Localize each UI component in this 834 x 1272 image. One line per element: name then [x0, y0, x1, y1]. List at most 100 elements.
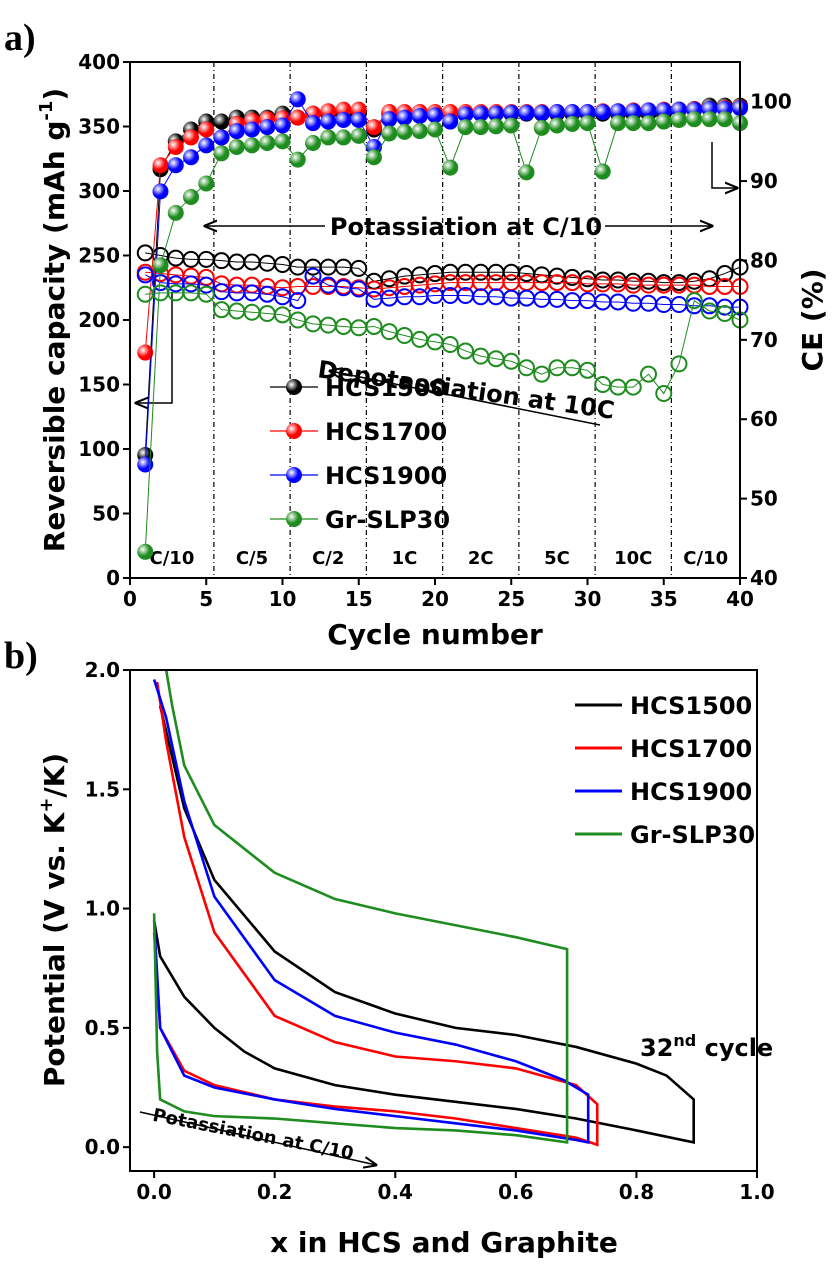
- capacity-marker: [289, 311, 307, 329]
- ce-marker: [152, 257, 169, 274]
- capacity-marker: [518, 359, 535, 377]
- y-tick-label: 400: [78, 50, 120, 74]
- y2-tick-label: 80: [750, 248, 778, 272]
- capacity-marker: [579, 361, 596, 379]
- x-tick-label: 0.6: [498, 1180, 533, 1204]
- ce-marker: [183, 188, 199, 205]
- ce-marker: [472, 119, 489, 136]
- y2-axis-label: CE (%): [796, 268, 829, 371]
- y2-tick-label: 50: [750, 487, 778, 511]
- plot: 0.0 0.2 0.4 0.6 0.8 1.0 0.0 0.5 1.0 1.5 2.0 HCS1500…: [85, 658, 775, 1204]
- x-tick-label: 0.2: [257, 1180, 292, 1204]
- plot-frame: [129, 669, 758, 1172]
- ce-marker: [396, 123, 413, 140]
- x-tick-label: 0.0: [136, 1180, 171, 1204]
- ce-marker: [549, 117, 565, 134]
- x-tick-label: 5: [199, 587, 213, 611]
- annotation: Potassiation at C/10: [330, 213, 602, 241]
- ce-marker: [244, 137, 260, 154]
- region-label: C/10: [150, 548, 195, 569]
- capacity-marker: [136, 244, 154, 262]
- y-tick-label: 50: [92, 502, 120, 526]
- y-axis-label-text: Potential (V vs. K: [38, 811, 71, 1087]
- ce-marker: [594, 163, 611, 180]
- region-label: 1C: [392, 548, 418, 569]
- y-tick-label: 150: [78, 373, 120, 397]
- ce-marker: [289, 91, 306, 108]
- y-axis-label-text: Reversible capacity (mAh g: [38, 121, 71, 553]
- ce-marker: [137, 344, 154, 361]
- ce-marker: [472, 105, 489, 122]
- ce-marker: [503, 104, 520, 121]
- legend-label: HCS1500: [325, 374, 447, 402]
- cycle-number: 32: [640, 1034, 673, 1062]
- capacity-marker: [502, 352, 520, 370]
- capacity-marker: [685, 292, 703, 310]
- capacity-marker: [197, 276, 215, 294]
- ce-marker: [396, 109, 413, 126]
- ce-marker: [198, 137, 215, 154]
- ce-marker: [335, 111, 352, 128]
- ce-marker: [625, 115, 642, 132]
- x-tick-label: 1.0: [739, 1180, 774, 1204]
- legend-label: HCS1900: [325, 462, 447, 490]
- x-tick-label: 25: [497, 587, 525, 611]
- ce-marker: [137, 456, 154, 473]
- y-tick-label: 300: [78, 179, 120, 203]
- y-tick-label: 200: [78, 308, 120, 332]
- region-label: 5C: [544, 548, 570, 569]
- ce-marker: [610, 115, 626, 132]
- ce-marker: [442, 113, 459, 130]
- panel-label: a): [4, 17, 36, 59]
- ce-marker: [183, 149, 199, 166]
- capacity-marker: [655, 385, 673, 403]
- y-tick-label: 250: [78, 244, 120, 268]
- y-axis-label-sup: +: [36, 798, 57, 813]
- x-tick-label: 40: [726, 587, 754, 611]
- ce-marker: [686, 111, 703, 128]
- ce-marker: [564, 104, 581, 121]
- y-tick-label: 0.5: [85, 1016, 120, 1040]
- region-label: 2C: [468, 548, 494, 569]
- ce-marker: [228, 123, 245, 140]
- ce-marker: [411, 107, 428, 124]
- ce-marker: [198, 175, 215, 192]
- capacity-marker: [716, 305, 734, 323]
- x-tick-label: 30: [574, 587, 602, 611]
- legend-marker: [286, 423, 302, 439]
- legend-label: Gr-SLP30: [325, 506, 450, 534]
- ce-marker: [655, 102, 672, 119]
- ce-marker: [457, 106, 474, 123]
- ce-marker: [457, 119, 474, 136]
- capacity-marker: [441, 336, 459, 354]
- ce-marker: [640, 102, 657, 119]
- ce-marker: [350, 127, 367, 144]
- ce-marker: [533, 104, 550, 121]
- y2-tick-label: 70: [750, 328, 778, 352]
- ce-marker: [137, 543, 154, 560]
- ce-marker: [244, 121, 260, 138]
- region-label: C/5: [236, 548, 268, 569]
- panel-label: b): [4, 635, 38, 677]
- series-line: [152, 681, 599, 1147]
- annotation: 32nd cycle: [640, 1031, 773, 1062]
- y-axis-label: Reversible capacity (mAh g-1): [36, 88, 71, 552]
- cycle-sup: nd: [673, 1031, 696, 1050]
- ce-marker: [442, 159, 459, 176]
- legend-marker: [286, 511, 302, 527]
- capacity-marker: [289, 292, 307, 310]
- ce-marker: [152, 183, 169, 200]
- capacity-marker: [350, 259, 368, 277]
- legend-label: HCS1900: [630, 778, 752, 806]
- ce-marker: [488, 105, 504, 122]
- region-label: C/2: [312, 548, 344, 569]
- ce-marker: [167, 138, 184, 155]
- y-tick-label: 0: [106, 566, 120, 590]
- y-tick-label: 2.0: [85, 658, 120, 682]
- x-tick-label: 35: [650, 587, 678, 611]
- series-line: [152, 669, 569, 1144]
- capacity-marker: [350, 280, 368, 298]
- annotation-arrows: [139, 371, 601, 1165]
- capacity-marker: [136, 266, 154, 284]
- capacity-marker: [533, 365, 551, 383]
